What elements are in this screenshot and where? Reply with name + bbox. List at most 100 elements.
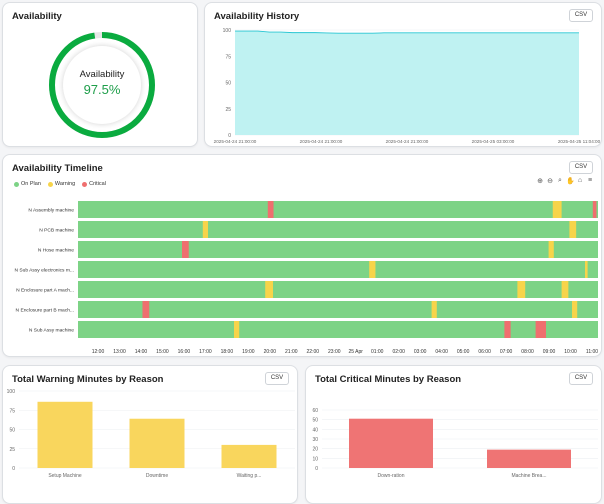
bar-y-tick: 50 xyxy=(9,428,15,434)
timeline-x-tick: 03:00 xyxy=(414,349,427,355)
pan-icon[interactable]: ✋ xyxy=(566,178,575,185)
bar-y-tick: 0 xyxy=(315,466,318,472)
timeline-event-warning xyxy=(234,321,240,338)
timeline-legend: On Plan Warning Critical xyxy=(14,181,106,187)
timeline-x-tick: 08:00 xyxy=(521,349,534,355)
timeline-event-warning xyxy=(265,281,273,298)
timeline-x-tick: 25 Apr xyxy=(349,349,364,355)
legend-item-warning[interactable]: Warning xyxy=(47,181,76,187)
timeline-bar-on-plan xyxy=(78,221,598,238)
timeline-row-label: N Sub Assy electronics m... xyxy=(14,268,74,274)
bar-y-tick: 10 xyxy=(312,456,318,462)
timeline-x-tick: 19:00 xyxy=(242,349,255,355)
bar xyxy=(37,401,93,468)
timeline-x-tick: 12:00 xyxy=(92,349,105,355)
bar xyxy=(129,418,185,468)
timeline-x-tick: 02:00 xyxy=(392,349,405,355)
timeline-event-critical xyxy=(535,321,546,338)
timeline-x-tick: 22:00 xyxy=(307,349,320,355)
availability-value: 97.5% xyxy=(83,82,121,97)
zoom-out-icon[interactable]: ⊖ xyxy=(547,178,553,185)
availability-ring: Availability 97.5% xyxy=(47,30,157,140)
bar-category-label: Down-ration xyxy=(378,473,405,479)
legend-item-on-plan[interactable]: On Plan xyxy=(14,181,41,187)
zoom-in-icon[interactable]: ⊕ xyxy=(537,178,543,185)
availability-timeline-chart: N Assembly machine N PCB machine N Hose ma… xyxy=(14,201,598,355)
availability-title: Availability xyxy=(12,11,62,22)
timeline-x-tick: 14:00 xyxy=(135,349,148,355)
bar xyxy=(349,418,433,468)
timeline-event-warning xyxy=(569,221,577,238)
critical-swatch xyxy=(82,181,88,187)
timeline-csv-button[interactable]: CSV xyxy=(569,161,593,174)
timeline-x-tick: 16:00 xyxy=(178,349,191,355)
availability-label: Availability xyxy=(79,69,125,80)
history-x-tick: 2025-04-25 11:04:00 xyxy=(558,139,601,144)
timeline-event-warning xyxy=(369,261,376,278)
timeline-x-tick: 10:00 xyxy=(564,349,577,355)
bar-y-tick: 20 xyxy=(312,447,318,453)
timeline-row-label: N Hose machine xyxy=(38,248,74,254)
availability-timeline-title: Availability Timeline xyxy=(12,163,103,174)
timeline-bar-on-plan xyxy=(78,261,598,278)
timeline-row-label: N PCB machine xyxy=(39,228,74,234)
timeline-event-critical xyxy=(142,301,150,318)
timeline-x-tick: 13:00 xyxy=(113,349,126,355)
warning-minutes-card: Total Warning Minutes by Reason CSV 100 7… xyxy=(2,365,298,504)
timeline-event-warning xyxy=(202,221,208,238)
history-line xyxy=(235,30,579,34)
legend-item-critical[interactable]: Critical xyxy=(82,181,106,187)
warning-minutes-title: Total Warning Minutes by Reason xyxy=(12,374,164,385)
timeline-x-tick: 18:00 xyxy=(221,349,234,355)
timeline-event-warning xyxy=(552,201,562,218)
critical-minutes-card: Total Critical Minutes by Reason CSV 60 5… xyxy=(305,365,602,504)
legend-label: Warning xyxy=(54,181,76,187)
timeline-bar-on-plan xyxy=(78,241,598,258)
bar-category-label: Setup Machine xyxy=(48,473,82,479)
timeline-row-label: N Enclosure part B mach... xyxy=(16,308,74,314)
timeline-event-critical xyxy=(504,321,511,338)
history-x-tick: 2025-04-24 21:00:00 xyxy=(300,139,343,144)
legend-label: On Plan xyxy=(21,181,41,187)
availability-ring-svg xyxy=(49,32,155,138)
history-csv-button[interactable]: CSV xyxy=(569,9,593,22)
timeline-toolbar: ⊕ ⊖ ⌕ ✋ ⌂ ≡ xyxy=(536,177,594,185)
on-plan-swatch xyxy=(14,181,19,187)
warning-minutes-chart: 100 75 50 25 0 Setup Machine Downtime Waiting p… xyxy=(7,389,295,479)
timeline-row-label: N Enclosure part A mach... xyxy=(16,288,74,294)
timeline-x-tick: 05:00 xyxy=(457,349,470,355)
history-x-tick: 2025-04-24 21:00:00 xyxy=(386,139,429,144)
timeline-x-tick: 17:00 xyxy=(199,349,212,355)
timeline-event-critical xyxy=(182,241,189,258)
history-area xyxy=(235,31,579,135)
warning-csv-button[interactable]: CSV xyxy=(265,372,289,385)
bar-y-tick: 30 xyxy=(312,437,318,443)
timeline-x-tick: 04:00 xyxy=(435,349,448,355)
timeline-row-label: N Sub Assy machine xyxy=(29,328,74,334)
timeline-event-warning xyxy=(585,261,588,278)
availability-ring-arc xyxy=(49,32,155,138)
timeline-x-tick: 15:00 xyxy=(156,349,169,355)
home-icon[interactable]: ⌂ xyxy=(577,177,583,184)
menu-icon[interactable]: ≡ xyxy=(587,177,593,184)
critical-minutes-chart: 60 50 40 30 20 10 0 Down-ration Machine Brea... xyxy=(312,408,598,479)
history-y-tick: 0 xyxy=(228,133,231,139)
bar-y-tick: 100 xyxy=(7,389,16,395)
timeline-x-tick: 07:00 xyxy=(500,349,513,355)
bar xyxy=(487,449,571,468)
timeline-event-critical xyxy=(267,201,274,218)
critical-csv-button[interactable]: CSV xyxy=(569,372,593,385)
bar xyxy=(221,444,277,468)
history-x-tick: 2025-04-25 03:00:00 xyxy=(472,139,515,144)
magnify-icon[interactable]: ⌕ xyxy=(558,177,562,184)
availability-ring-center xyxy=(63,46,141,124)
legend-label: Critical xyxy=(89,181,106,187)
history-y-tick: 50 xyxy=(225,81,231,87)
timeline-event-warning xyxy=(431,301,437,318)
timeline-event-critical xyxy=(592,201,597,218)
timeline-bar-on-plan xyxy=(78,321,598,338)
timeline-x-tick: 23:00 xyxy=(328,349,341,355)
bar-y-tick: 50 xyxy=(312,418,318,424)
timeline-row-label: N Assembly machine xyxy=(28,208,74,214)
